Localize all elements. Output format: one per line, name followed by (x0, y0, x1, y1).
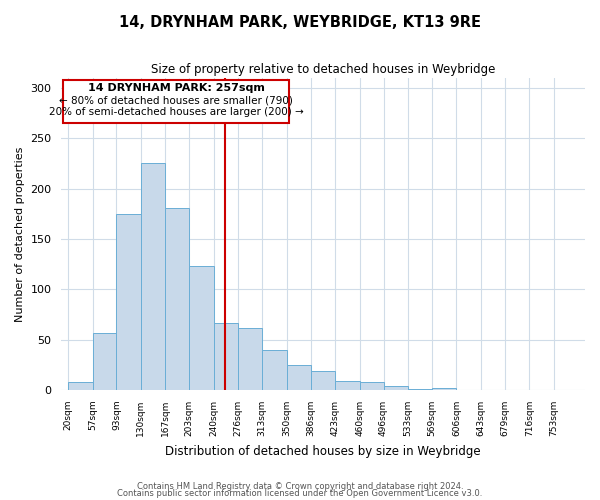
Bar (141, 162, 166, 390)
Bar (359, 382, 383, 390)
Text: 14 DRYNHAM PARK: 257sqm: 14 DRYNHAM PARK: 257sqm (88, 83, 265, 93)
Bar (92, 332, 116, 390)
Bar (238, 328, 262, 390)
Bar (432, 388, 457, 390)
Text: Contains public sector information licensed under the Open Government Licence v3: Contains public sector information licen… (118, 490, 482, 498)
Bar (214, 322, 238, 390)
Bar (311, 371, 335, 390)
Bar (383, 386, 408, 390)
Bar (68, 382, 92, 390)
Text: ← 80% of detached houses are smaller (790): ← 80% of detached houses are smaller (79… (59, 95, 293, 105)
Text: Contains HM Land Registry data © Crown copyright and database right 2024.: Contains HM Land Registry data © Crown c… (137, 482, 463, 491)
Bar (116, 214, 141, 390)
Bar (262, 350, 287, 390)
X-axis label: Distribution of detached houses by size in Weybridge: Distribution of detached houses by size … (166, 444, 481, 458)
FancyBboxPatch shape (63, 80, 289, 124)
Bar (408, 389, 432, 390)
Bar (190, 266, 214, 390)
Title: Size of property relative to detached houses in Weybridge: Size of property relative to detached ho… (151, 62, 496, 76)
Bar (166, 208, 190, 390)
Text: 14, DRYNHAM PARK, WEYBRIDGE, KT13 9RE: 14, DRYNHAM PARK, WEYBRIDGE, KT13 9RE (119, 15, 481, 30)
Bar (335, 381, 359, 390)
Y-axis label: Number of detached properties: Number of detached properties (15, 146, 25, 322)
Bar (287, 365, 311, 390)
Text: 20% of semi-detached houses are larger (200) →: 20% of semi-detached houses are larger (… (49, 107, 304, 117)
